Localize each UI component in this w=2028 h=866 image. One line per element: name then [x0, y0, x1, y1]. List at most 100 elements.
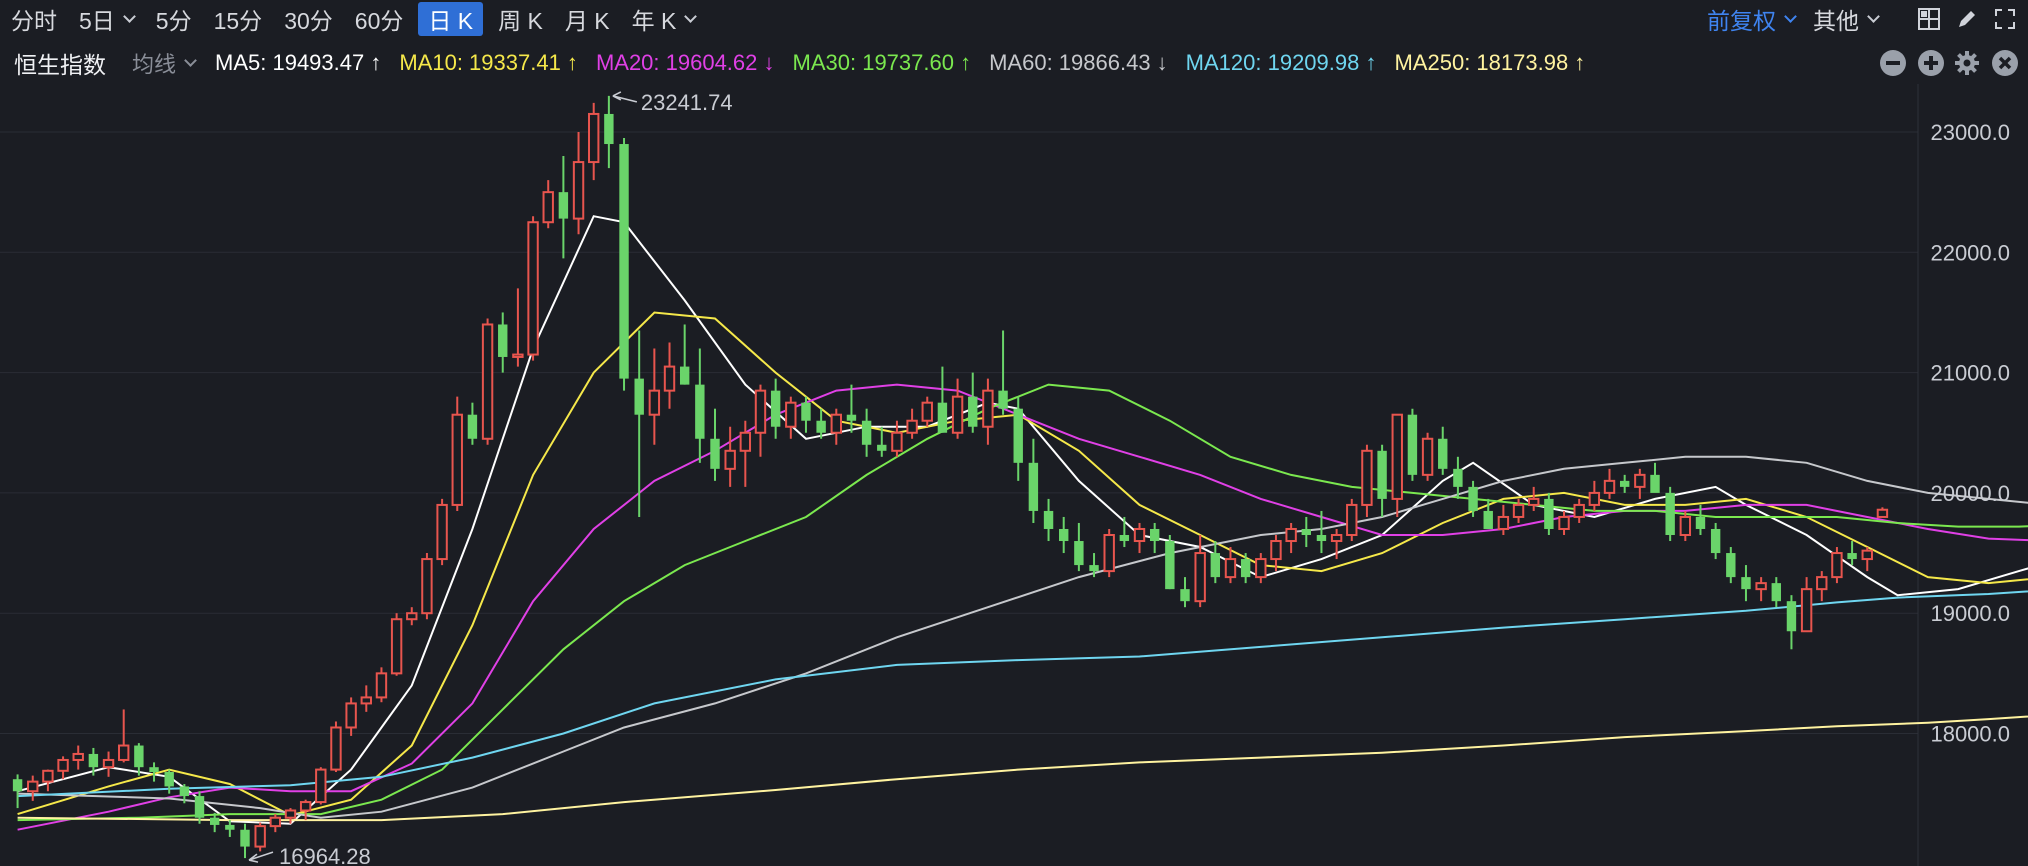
candle: [240, 823, 250, 859]
candle-body: [88, 753, 99, 768]
candle-body: [1861, 549, 1873, 561]
candle: [754, 384, 767, 457]
candle: [588, 102, 600, 181]
candle: [72, 745, 84, 770]
candle: [1316, 510, 1327, 554]
candle-body: [921, 401, 933, 422]
candle-body: [1816, 576, 1828, 591]
candle-body: [754, 389, 767, 434]
candle-body: [330, 726, 342, 771]
period-tab-5day[interactable]: 5日: [68, 2, 145, 36]
candle-body: [1028, 462, 1039, 511]
candle: [1831, 547, 1843, 584]
candle-body: [1421, 437, 1434, 476]
candle: [1468, 480, 1478, 517]
candle: [770, 378, 781, 439]
candle: [1224, 547, 1237, 584]
candlestick-chart[interactable]: 23000.0 22000.0 21000.0 20000.0 19000.0 18000…: [0, 84, 2028, 866]
candle: [1330, 528, 1343, 560]
chevron-down-icon: [684, 9, 698, 23]
candle-body: [102, 758, 115, 769]
candle: [1695, 504, 1706, 536]
candle-body: [390, 618, 403, 675]
candle-body: [1043, 510, 1054, 529]
ma-line-ma30: [17, 383, 2028, 822]
candle-body: [284, 809, 297, 819]
close-icon[interactable]: [1992, 50, 2018, 76]
fullscreen-icon[interactable]: [1992, 6, 2018, 32]
candle-body: [1224, 558, 1237, 579]
period-tab-30min[interactable]: 30分: [284, 8, 333, 34]
period-tab-daily[interactable]: 日 K: [418, 2, 484, 36]
candle: [739, 420, 752, 487]
candle: [209, 812, 220, 833]
candle-body: [588, 112, 600, 164]
candle: [299, 799, 312, 821]
period-tab-15min[interactable]: 15分: [213, 8, 263, 34]
candle: [1346, 498, 1358, 542]
chevron-down-icon: [1867, 9, 1880, 23]
candle-body: [1407, 414, 1418, 475]
other-dropdown[interactable]: 其他: [1813, 2, 1880, 36]
ma5-value: MA5: 19493.47 ↑: [215, 50, 382, 75]
candle: [1089, 553, 1099, 578]
candle-body: [1771, 583, 1781, 602]
extreme-annotations: 23241.74 16964.28: [248, 90, 733, 866]
candle-body: [1634, 473, 1646, 488]
candle: [269, 814, 282, 833]
candle-body: [1330, 534, 1343, 543]
candle-body: [512, 353, 524, 358]
candle-body: [906, 419, 918, 434]
candle: [1453, 456, 1463, 499]
candle-body: [724, 449, 736, 470]
ma250-value: MA250: 18173.98 ↑: [1394, 50, 1586, 75]
candle-body: [679, 366, 690, 385]
candle-body: [436, 503, 448, 561]
candle: [1180, 577, 1190, 608]
period-tab-intraday[interactable]: 分时: [11, 8, 57, 34]
candle: [1876, 507, 1889, 518]
candle-body: [785, 401, 797, 428]
candle: [1528, 486, 1540, 511]
candle: [572, 132, 585, 235]
y-axis: 23000.0 22000.0 21000.0 20000.0 19000.0 18000…: [1930, 120, 2010, 747]
candle-body: [648, 389, 661, 416]
candle-body: [1573, 503, 1585, 518]
candle: [830, 408, 842, 445]
candle: [1679, 510, 1692, 542]
candle: [179, 784, 190, 804]
candle-body: [451, 413, 463, 506]
y-tick-label: 21000.0: [1930, 361, 2010, 386]
candle: [12, 774, 23, 809]
candle-body: [739, 431, 752, 452]
candle: [679, 324, 690, 385]
grid-layout-icon[interactable]: [1916, 6, 1942, 32]
indicator-dropdown[interactable]: 均线: [132, 47, 197, 79]
candle: [1573, 498, 1585, 523]
candle: [724, 426, 736, 487]
chevron-down-icon: [122, 9, 136, 23]
period-tab-yearly[interactable]: 年 K: [621, 2, 707, 36]
candle: [1301, 516, 1311, 548]
settings-gear-icon[interactable]: [1954, 50, 1980, 76]
candle: [225, 820, 235, 837]
candle-body: [1619, 480, 1630, 487]
candle: [921, 396, 933, 427]
candle-body: [27, 780, 39, 793]
candle-body: [1361, 449, 1373, 506]
period-tab-weekly[interactable]: 周 K: [498, 8, 543, 34]
candle-body: [406, 612, 418, 621]
candle-body: [1665, 492, 1675, 536]
candle: [118, 709, 130, 763]
candle-body: [1468, 486, 1478, 511]
minus-icon[interactable]: [1880, 50, 1906, 76]
plus-icon[interactable]: [1918, 50, 1944, 76]
period-tab-5min[interactable]: 5分: [155, 8, 192, 34]
candle: [481, 318, 494, 445]
period-tab-monthly[interactable]: 月 K: [564, 8, 610, 34]
candle-body: [1240, 559, 1251, 578]
period-tab-60min[interactable]: 60分: [354, 8, 404, 34]
candle: [57, 756, 69, 780]
price-adjust-dropdown[interactable]: 前复权: [1707, 2, 1797, 36]
draw-pen-icon[interactable]: [1954, 6, 1980, 32]
